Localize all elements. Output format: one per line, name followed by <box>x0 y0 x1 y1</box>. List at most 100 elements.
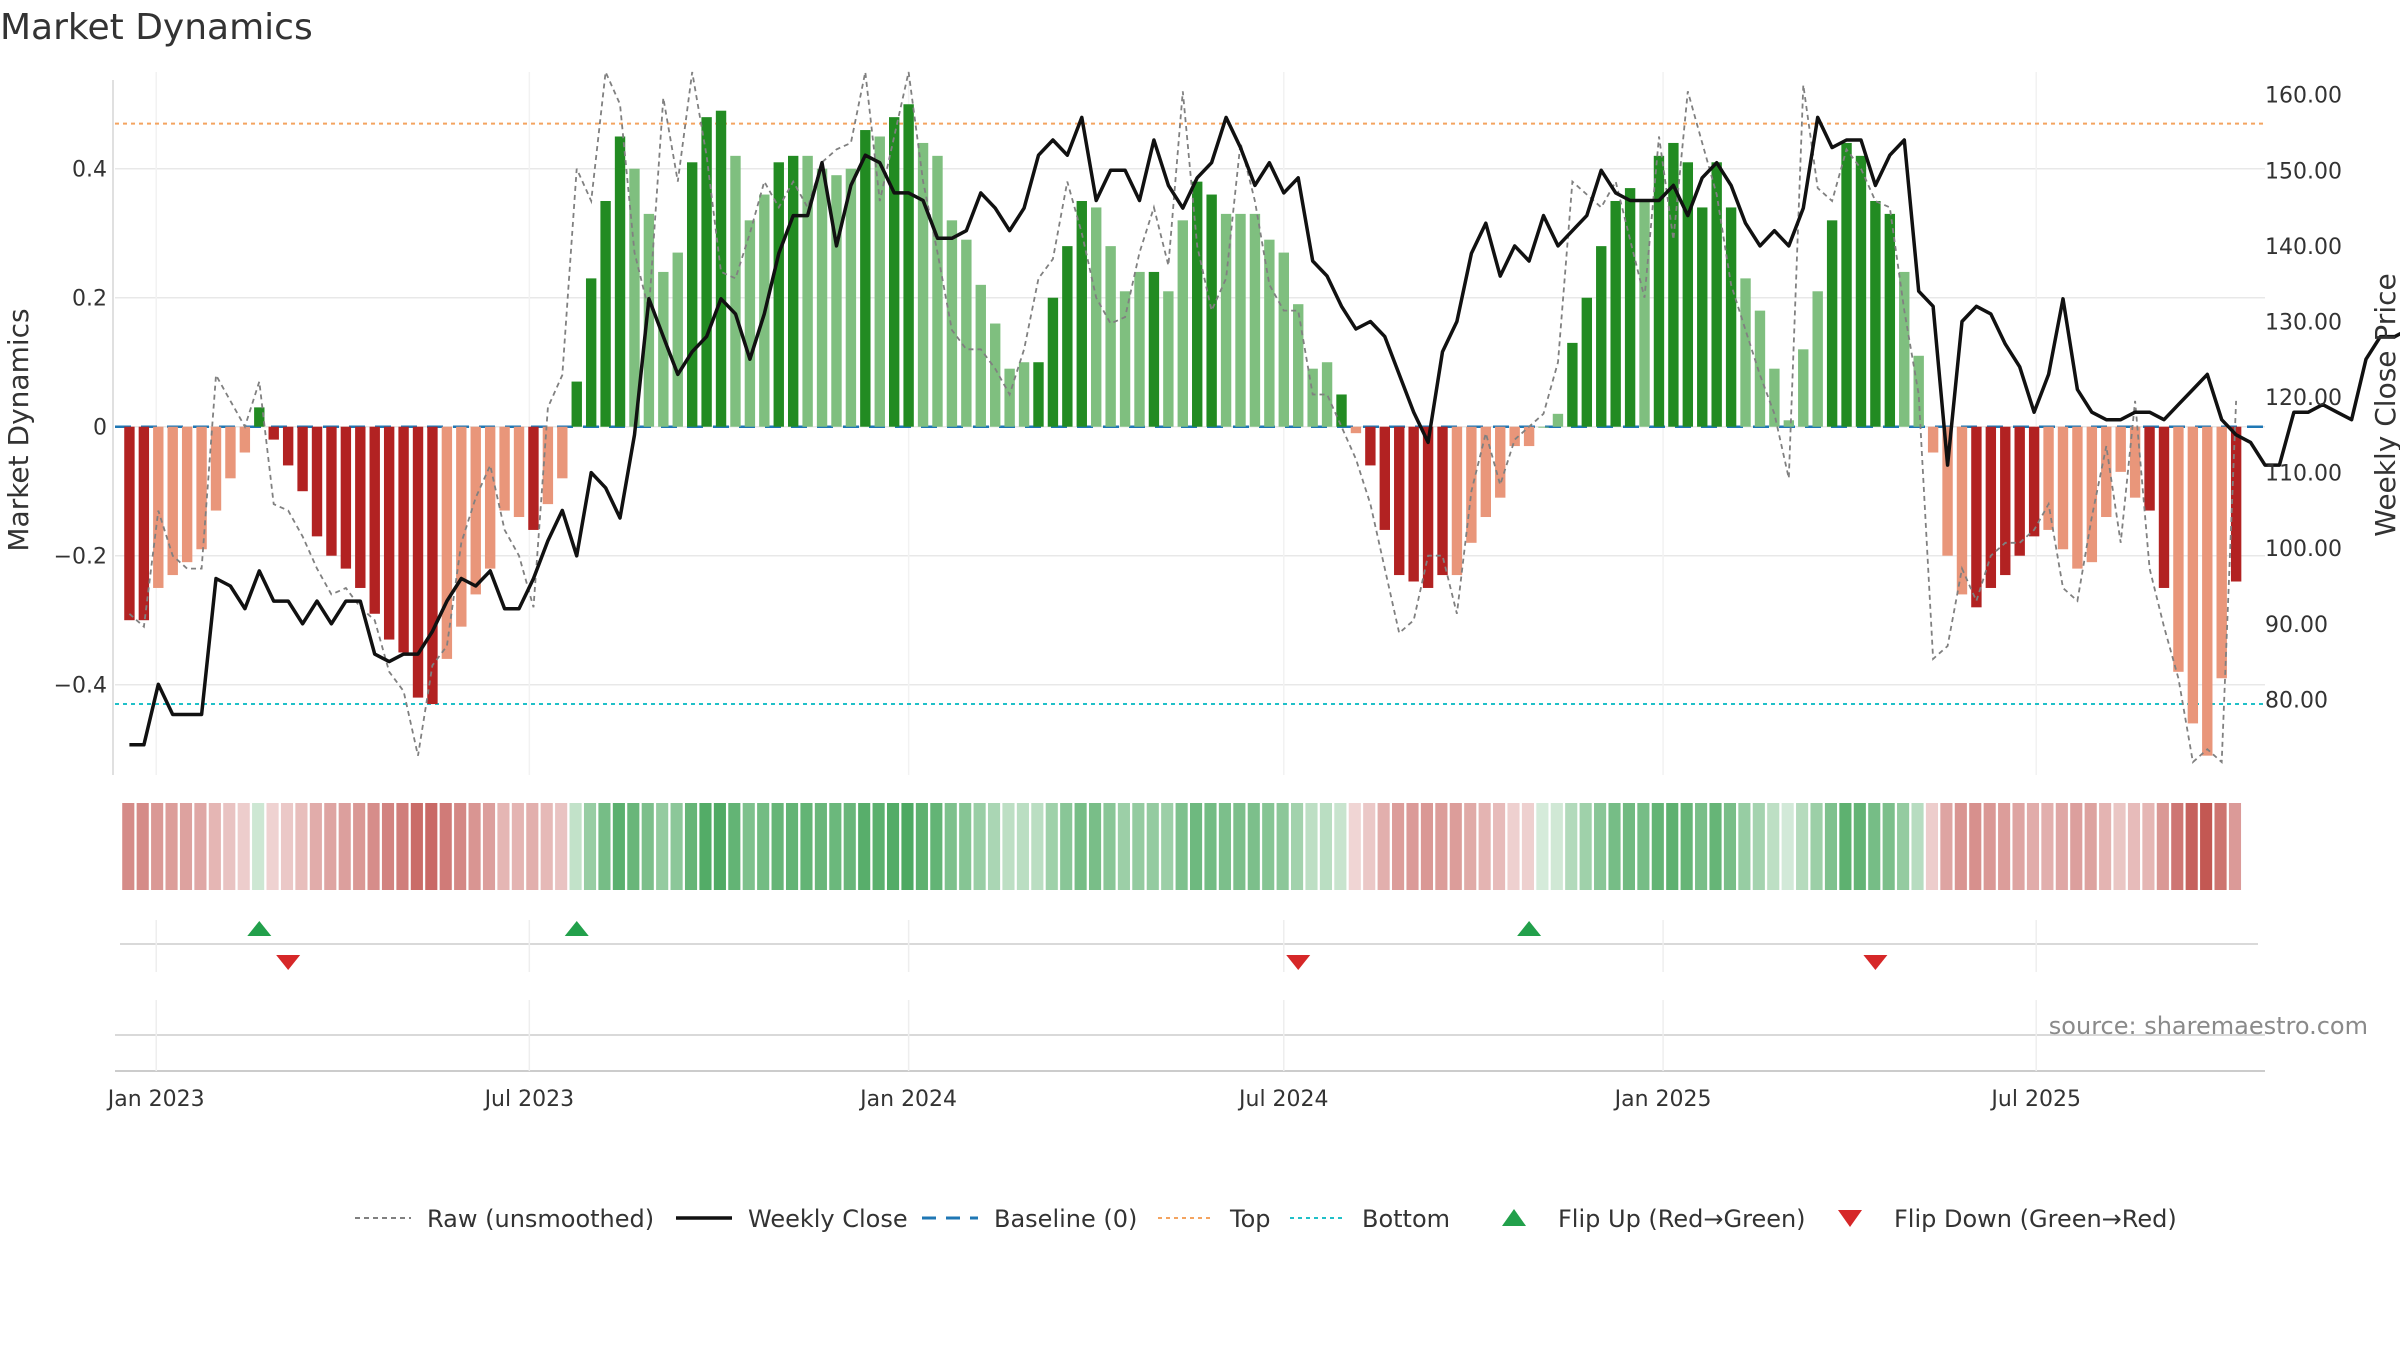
dynamics-bar <box>1783 420 1795 427</box>
dynamics-bar <box>658 271 669 427</box>
heat-cell <box>1045 803 1058 890</box>
dynamics-bar <box>961 239 972 427</box>
legend-item: Top <box>1158 1205 1271 1233</box>
dynamics-bar <box>730 155 741 427</box>
heat-cell <box>511 803 524 890</box>
heat-cell <box>1594 803 1607 890</box>
dynamics-bar <box>2000 426 2011 576</box>
dynamics-bar <box>1538 426 1549 428</box>
dynamics-bar <box>1047 297 1059 427</box>
heat-cell <box>1940 803 1953 890</box>
dynamics-bar <box>1985 426 1997 588</box>
legend-item: Bottom <box>1290 1205 1450 1233</box>
heat-cell <box>1608 803 1621 890</box>
dynamics-bar <box>124 426 135 621</box>
dynamics-bar <box>1091 207 1102 427</box>
heat-cell <box>2214 803 2227 890</box>
heat-cell <box>2228 803 2242 890</box>
dynamics-bar <box>932 155 943 427</box>
heat-cell <box>309 803 322 890</box>
heat-cell <box>1781 803 1794 890</box>
heat-cell <box>136 803 149 890</box>
heat-cell <box>814 803 827 890</box>
dynamics-bar <box>2115 426 2126 472</box>
dynamics-bar <box>1682 162 1694 427</box>
heat-cell <box>1074 803 1087 890</box>
dynamics-bar <box>917 142 929 427</box>
heat-cell <box>1161 803 1174 890</box>
dynamics-bar <box>1394 426 1405 576</box>
dynamics-bar <box>845 168 857 427</box>
heat-cell <box>1464 803 1477 890</box>
heat-cell <box>1117 803 1130 890</box>
dynamics-bar <box>1812 291 1823 427</box>
dynamics-bar <box>254 407 265 427</box>
heat-cell <box>526 803 539 890</box>
heat-cell <box>1810 803 1823 890</box>
legend-item: Baseline (0) <box>922 1205 1137 1233</box>
dynamics-bar <box>2072 426 2083 569</box>
flip-markers-panel <box>120 920 2258 972</box>
heat-cell <box>1103 803 1116 890</box>
heat-cell <box>1377 803 1390 890</box>
legend-label: Raw (unsmoothed) <box>427 1205 654 1233</box>
heat-cell <box>1493 803 1506 890</box>
heat-cell <box>785 803 799 890</box>
flip-down-marker <box>1863 955 1888 970</box>
dynamics-bar <box>2187 426 2199 724</box>
dynamics-bars <box>124 104 2242 756</box>
source-note: source: sharemaestro.com <box>2049 1012 2368 1040</box>
heat-cell <box>1666 803 1679 890</box>
heat-cell <box>641 803 654 890</box>
heat-cell <box>468 803 481 890</box>
dynamics-bar <box>1639 200 1650 427</box>
heat-cell <box>324 803 337 890</box>
dynamics-bar <box>1769 368 1780 427</box>
heat-cell <box>901 803 914 890</box>
dynamics-bar <box>456 426 467 627</box>
heat-cell <box>1579 803 1592 890</box>
heat-cell <box>1420 803 1433 890</box>
dynamics-bar <box>513 426 525 518</box>
legend-swatch <box>1838 1210 1862 1227</box>
y-tick-left-label: −0.2 <box>54 545 107 570</box>
dynamics-bar <box>1163 291 1174 427</box>
heat-cell <box>1723 803 1737 890</box>
heat-cell <box>497 803 510 890</box>
heat-cell <box>1060 803 1073 890</box>
dynamics-bar <box>816 168 828 427</box>
heat-cell <box>1247 803 1260 890</box>
heat-cell <box>2041 803 2054 890</box>
dynamics-bar <box>990 323 1001 427</box>
heat-cell <box>2185 803 2198 890</box>
dynamics-bar <box>1884 213 1896 427</box>
dynamics-bar <box>744 220 756 427</box>
dynamics-bar <box>2043 426 2054 530</box>
dynamics-bar <box>1105 246 1116 427</box>
dynamics-bar <box>686 162 698 427</box>
heat-cell <box>728 803 741 890</box>
heat-cell <box>656 803 669 890</box>
dynamics-bar <box>2086 426 2098 563</box>
dynamics-bar <box>571 381 582 427</box>
dynamics-bar <box>340 426 352 569</box>
dynamics-bar <box>1422 426 1434 588</box>
dynamics-bar <box>268 426 279 440</box>
heat-cell <box>915 803 928 890</box>
heat-cell <box>1695 803 1708 890</box>
y-axis-right-label: Weekly Close Price <box>2369 273 2400 536</box>
heat-cell <box>2156 803 2169 890</box>
heat-cell <box>1449 803 1462 890</box>
dynamics-bar <box>1509 426 1520 447</box>
dynamics-bar <box>1321 362 1333 427</box>
dynamics-bar <box>1624 188 1636 427</box>
heat-cell <box>1175 803 1188 890</box>
heat-cell <box>1897 803 1910 890</box>
heat-cell <box>1507 803 1520 890</box>
dynamics-bar <box>311 426 323 537</box>
heat-cell <box>757 803 770 890</box>
dynamics-bar <box>1307 368 1318 427</box>
heat-cell <box>713 803 726 890</box>
dynamics-bar <box>889 117 900 427</box>
dynamics-bar <box>369 426 380 614</box>
